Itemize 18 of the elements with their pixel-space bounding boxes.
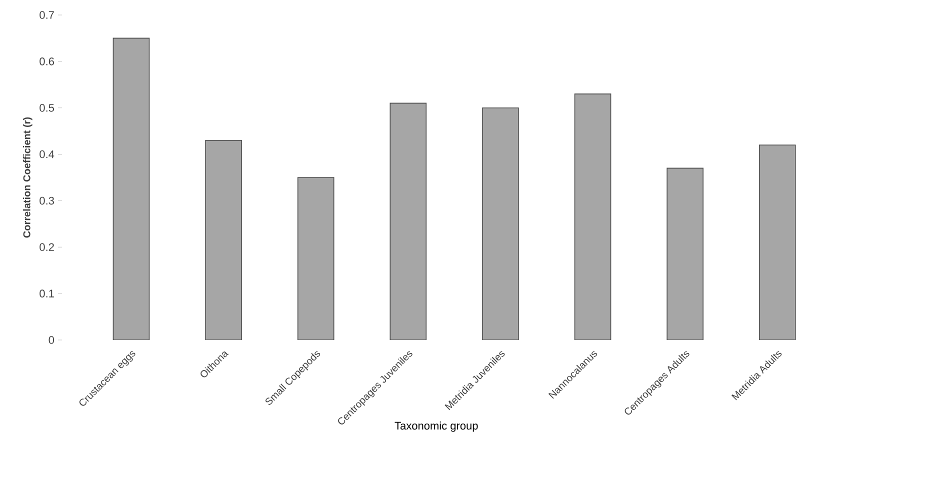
x-axis-title: Taxonomic group [394,422,478,432]
bar [666,168,704,340]
y-tick-label: 0 [48,336,54,344]
y-axis-title: Correlation Coefficient (r) [23,117,32,238]
y-tick-label: 0.5 [40,104,54,112]
bar [205,140,242,340]
bar [390,102,427,340]
bar [297,177,334,340]
y-tick-label: 0.7 [40,11,54,19]
y-tick-label: 0.2 [40,243,54,252]
y-tick-label: 0.6 [40,58,54,66]
bar [574,94,612,340]
bar [758,144,796,340]
bar [482,107,519,340]
y-tick-label: 0.4 [40,150,54,158]
y-tick-label: 0.1 [40,290,54,298]
bar [112,38,150,340]
y-tick-label: 0.3 [40,196,54,205]
